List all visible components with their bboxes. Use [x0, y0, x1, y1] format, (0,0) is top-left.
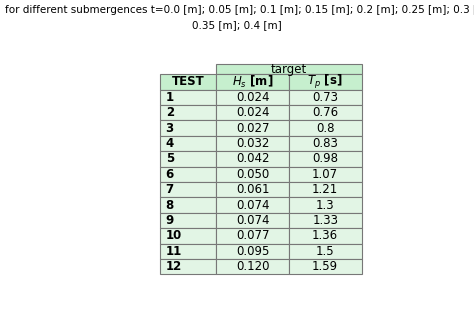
Text: $H_s$ [m]: $H_s$ [m] — [232, 74, 273, 90]
Text: 1.59: 1.59 — [312, 260, 338, 273]
Text: for different submergences t=0.0 [m]; 0.05 [m]; 0.1 [m]; 0.15 [m]; 0.2 [m]; 0.25: for different submergences t=0.0 [m]; 0.… — [5, 5, 474, 15]
Text: $T_p$ [s]: $T_p$ [s] — [308, 73, 343, 91]
Bar — [160, 136, 217, 151]
Bar — [160, 166, 217, 182]
Bar — [289, 105, 362, 120]
Bar — [289, 197, 362, 213]
Text: 1.3: 1.3 — [316, 198, 335, 212]
Bar — [217, 136, 289, 151]
Text: 0.8: 0.8 — [316, 121, 335, 135]
Bar — [160, 243, 217, 259]
Text: 0.024: 0.024 — [236, 91, 269, 104]
Bar — [289, 243, 362, 259]
Bar — [217, 197, 289, 213]
Text: 10: 10 — [165, 229, 182, 242]
Text: 0.061: 0.061 — [236, 183, 269, 196]
Bar — [160, 259, 217, 274]
Bar — [160, 105, 217, 120]
Text: 1: 1 — [165, 91, 174, 104]
Text: 0.050: 0.050 — [236, 168, 269, 181]
Text: 0.120: 0.120 — [236, 260, 269, 273]
Bar — [289, 74, 362, 89]
Bar — [160, 228, 217, 243]
Text: TEST: TEST — [172, 75, 205, 88]
Bar — [160, 182, 217, 197]
Text: 0.73: 0.73 — [312, 91, 338, 104]
Bar — [217, 243, 289, 259]
Text: 0.074: 0.074 — [236, 198, 269, 212]
Text: 4: 4 — [165, 137, 174, 150]
Text: 0.027: 0.027 — [236, 121, 269, 135]
Bar — [289, 182, 362, 197]
Bar — [217, 74, 289, 89]
Bar — [160, 151, 217, 166]
Bar — [289, 213, 362, 228]
Bar — [160, 64, 217, 74]
Text: 11: 11 — [165, 245, 182, 258]
Bar — [217, 182, 289, 197]
Text: 1.36: 1.36 — [312, 229, 338, 242]
Text: target: target — [271, 63, 307, 76]
Text: 12: 12 — [165, 260, 182, 273]
Bar — [289, 166, 362, 182]
Bar — [289, 120, 362, 136]
Text: 1.07: 1.07 — [312, 168, 338, 181]
Bar — [217, 64, 362, 74]
Bar — [160, 197, 217, 213]
Text: 0.074: 0.074 — [236, 214, 269, 227]
Bar — [289, 259, 362, 274]
Text: 0.095: 0.095 — [236, 245, 269, 258]
Bar — [217, 259, 289, 274]
Bar — [217, 166, 289, 182]
Text: 0.83: 0.83 — [312, 137, 338, 150]
Text: 0.024: 0.024 — [236, 106, 269, 119]
Bar — [289, 151, 362, 166]
Bar — [160, 120, 217, 136]
Text: 1.5: 1.5 — [316, 245, 335, 258]
Text: 6: 6 — [165, 168, 174, 181]
Bar — [289, 136, 362, 151]
Text: 0.98: 0.98 — [312, 152, 338, 165]
Text: 0.042: 0.042 — [236, 152, 269, 165]
Bar — [160, 89, 217, 105]
Bar — [217, 213, 289, 228]
Bar — [217, 228, 289, 243]
Text: 9: 9 — [165, 214, 174, 227]
Text: 0.032: 0.032 — [236, 137, 269, 150]
Bar — [217, 89, 289, 105]
Text: 0.76: 0.76 — [312, 106, 338, 119]
Text: 3: 3 — [165, 121, 174, 135]
Text: 2: 2 — [165, 106, 174, 119]
Bar — [289, 89, 362, 105]
Text: 1.21: 1.21 — [312, 183, 338, 196]
Bar — [217, 120, 289, 136]
Bar — [217, 151, 289, 166]
Bar — [217, 105, 289, 120]
Text: 7: 7 — [165, 183, 174, 196]
Text: 5: 5 — [165, 152, 174, 165]
Bar — [160, 74, 217, 89]
Text: 1.33: 1.33 — [312, 214, 338, 227]
Text: 8: 8 — [165, 198, 174, 212]
Bar — [160, 213, 217, 228]
Text: 0.35 [m]; 0.4 [m]: 0.35 [m]; 0.4 [m] — [192, 20, 282, 30]
Bar — [289, 228, 362, 243]
Text: 0.077: 0.077 — [236, 229, 269, 242]
